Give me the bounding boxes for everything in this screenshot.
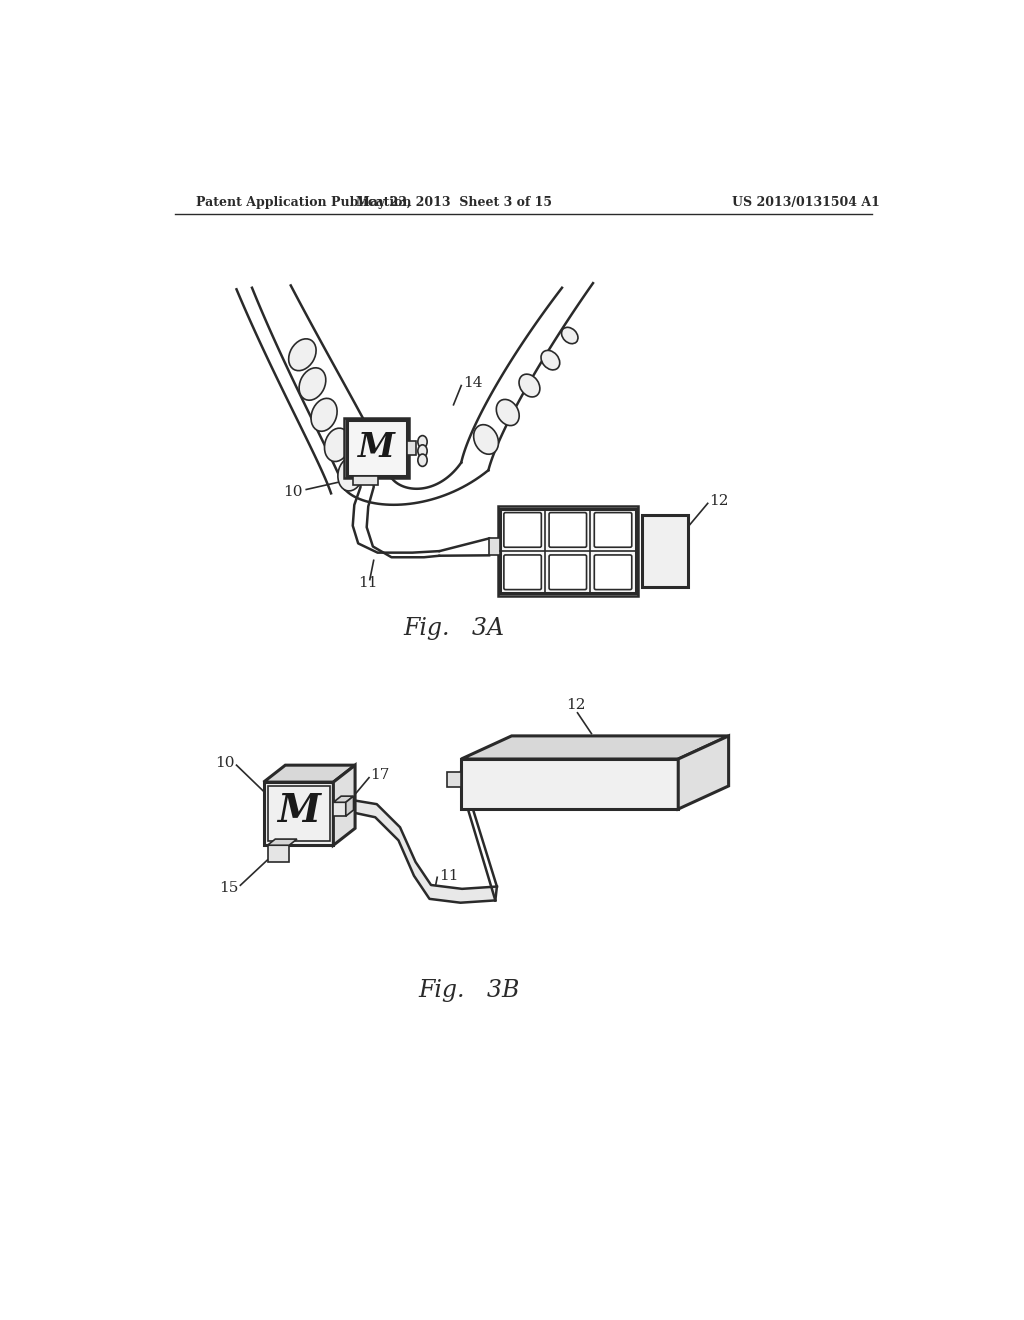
Ellipse shape <box>311 399 337 432</box>
Bar <box>407 441 417 455</box>
Ellipse shape <box>338 457 362 491</box>
Ellipse shape <box>418 454 427 466</box>
Text: 11: 11 <box>438 869 459 883</box>
Text: 11: 11 <box>358 577 378 590</box>
Polygon shape <box>353 800 497 903</box>
Bar <box>352 475 378 484</box>
FancyBboxPatch shape <box>594 512 632 548</box>
Text: US 2013/0131504 A1: US 2013/0131504 A1 <box>732 195 881 209</box>
Polygon shape <box>334 803 346 816</box>
Polygon shape <box>263 766 355 781</box>
FancyBboxPatch shape <box>549 554 587 590</box>
Ellipse shape <box>474 425 499 454</box>
Text: May 23, 2013  Sheet 3 of 15: May 23, 2013 Sheet 3 of 15 <box>355 195 552 209</box>
Ellipse shape <box>497 400 519 425</box>
Bar <box>346 420 407 475</box>
FancyBboxPatch shape <box>504 512 542 548</box>
Ellipse shape <box>299 368 326 400</box>
Text: Fig.   3B: Fig. 3B <box>419 978 520 1002</box>
Polygon shape <box>267 845 289 862</box>
Text: 10: 10 <box>215 756 234 770</box>
Ellipse shape <box>289 339 316 371</box>
Bar <box>267 785 330 841</box>
Text: Patent Application Publication: Patent Application Publication <box>197 195 412 209</box>
Text: 17: 17 <box>371 768 390 783</box>
Polygon shape <box>678 737 729 809</box>
Polygon shape <box>346 796 353 816</box>
Bar <box>344 418 410 478</box>
Bar <box>498 507 638 595</box>
Text: 10: 10 <box>283 484 302 499</box>
Polygon shape <box>334 796 353 803</box>
Polygon shape <box>334 766 355 845</box>
Polygon shape <box>461 737 729 759</box>
Ellipse shape <box>418 445 427 457</box>
Text: 12: 12 <box>710 494 729 508</box>
Ellipse shape <box>325 428 350 462</box>
Text: M: M <box>358 432 395 465</box>
Text: 12: 12 <box>566 698 586 711</box>
FancyBboxPatch shape <box>549 512 587 548</box>
Ellipse shape <box>561 327 578 343</box>
Polygon shape <box>447 771 461 787</box>
Text: Fig.   3A: Fig. 3A <box>403 616 504 640</box>
Text: M: M <box>278 792 319 829</box>
Polygon shape <box>263 781 334 845</box>
Ellipse shape <box>519 374 540 397</box>
Bar <box>489 539 500 556</box>
Polygon shape <box>461 759 678 809</box>
FancyBboxPatch shape <box>504 554 542 590</box>
Ellipse shape <box>418 436 427 447</box>
Ellipse shape <box>541 350 560 370</box>
Text: 14: 14 <box>463 376 482 391</box>
Text: 15: 15 <box>219 880 239 895</box>
FancyBboxPatch shape <box>594 554 632 590</box>
Bar <box>642 515 688 587</box>
Bar <box>500 508 636 594</box>
Polygon shape <box>267 840 297 845</box>
